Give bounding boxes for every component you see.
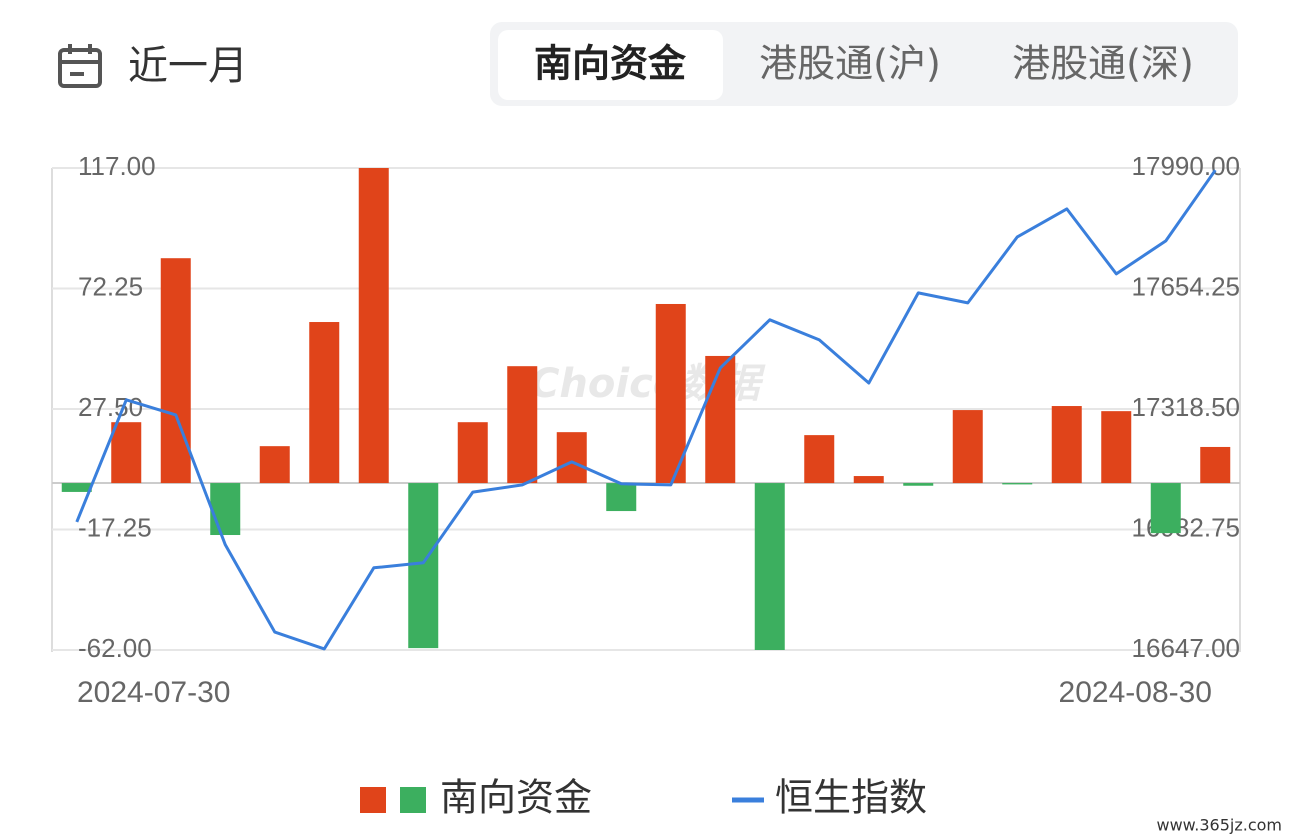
y2-tick-label: 16982.75: [1132, 512, 1240, 542]
y2-tick-label: 16647.00: [1132, 633, 1240, 663]
bar: [210, 483, 241, 536]
bar: [903, 483, 934, 486]
legend-label: 南向资金: [440, 776, 592, 820]
bar: [754, 483, 785, 650]
tab-selected-bg: [498, 30, 723, 100]
bar: [1002, 483, 1033, 485]
bar: [1200, 446, 1231, 484]
calendar-icon: [58, 44, 102, 88]
bar: [160, 258, 191, 484]
bar: [556, 432, 587, 484]
bar: [705, 355, 736, 484]
y-tick-label: -62.00: [78, 633, 152, 663]
bar: [606, 483, 637, 512]
bar: [309, 322, 340, 484]
x-tick-label: 2024-07-30: [77, 676, 230, 709]
legend-label: 恒生指数: [775, 776, 927, 820]
bar: [408, 483, 439, 649]
bar: [259, 446, 290, 484]
bar: [111, 422, 142, 484]
bar: [655, 303, 686, 484]
tab[interactable]: 南向资金: [534, 42, 687, 86]
bar: [804, 435, 835, 484]
bar: [1101, 411, 1132, 484]
bar: [1150, 483, 1181, 534]
y2-tick-label: 17654.25: [1132, 271, 1240, 301]
bar: [853, 476, 884, 484]
y2-tick-label: 17318.50: [1132, 392, 1240, 422]
y2-tick-label: 17990.00: [1132, 151, 1240, 181]
y-tick-label: -17.25: [78, 512, 152, 542]
legend-swatch: [360, 787, 386, 813]
line: [75, 169, 1217, 651]
site-watermark: www.365jz.com: [1156, 816, 1282, 835]
x-tick-label: 2024-08-30: [1059, 676, 1212, 709]
y-tick-label: 72.25: [78, 271, 143, 301]
y-tick-label: 117.00: [78, 151, 156, 181]
bar: [457, 422, 488, 484]
tab[interactable]: 港股通(深): [1012, 42, 1194, 86]
bar: [507, 366, 538, 484]
legend-swatch: [400, 787, 426, 813]
bar: [358, 168, 389, 484]
bar: [1051, 406, 1082, 484]
bar: [61, 483, 92, 492]
period-label[interactable]: 近一月: [128, 43, 248, 89]
y-tick-label: 27.50: [78, 392, 143, 422]
bar: [952, 410, 983, 484]
tab[interactable]: 港股通(沪): [759, 42, 941, 86]
